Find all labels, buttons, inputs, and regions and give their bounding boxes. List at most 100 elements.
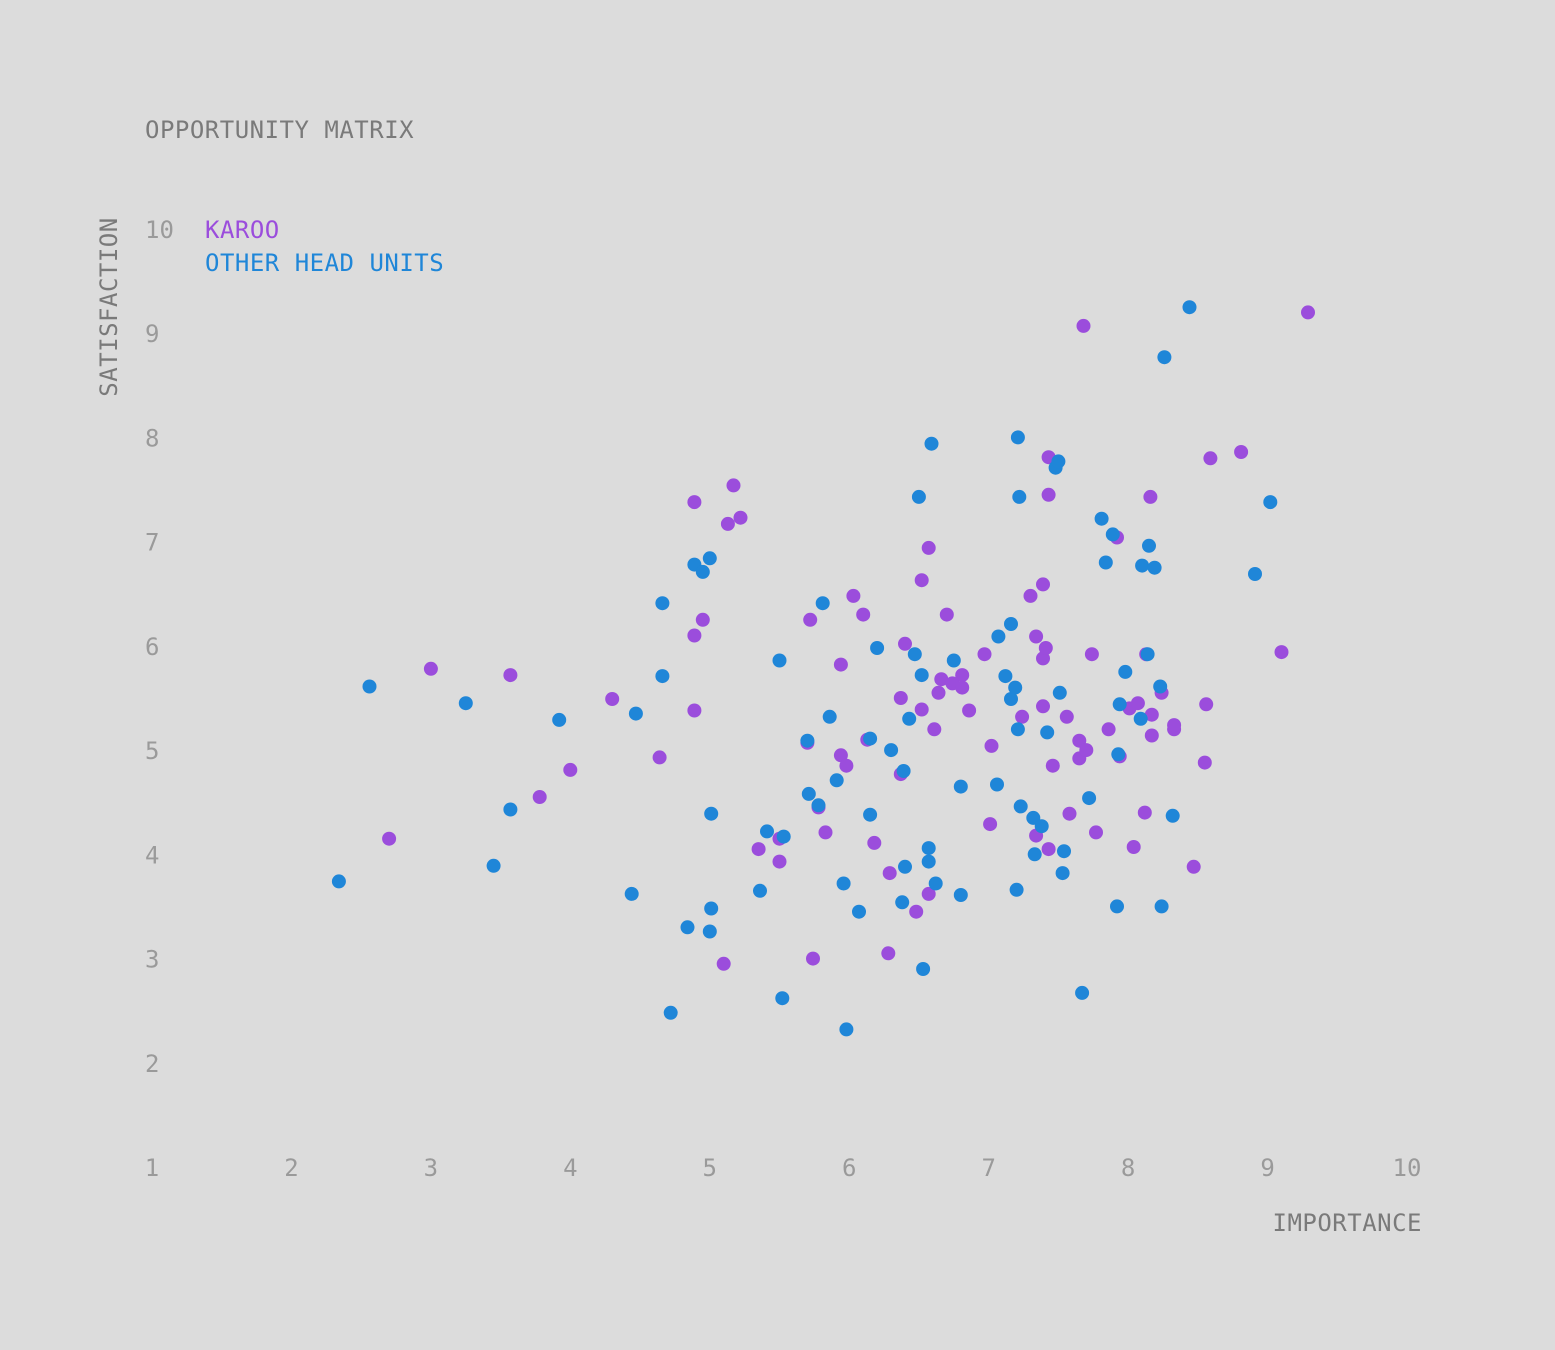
scatter-point bbox=[953, 779, 968, 794]
series-other-head-units bbox=[331, 300, 1278, 1037]
scatter-point bbox=[1057, 844, 1071, 859]
scatter-point bbox=[1182, 300, 1197, 315]
scatter-point bbox=[1301, 305, 1315, 320]
scatter-point bbox=[927, 722, 942, 737]
y-tick-label: 9 bbox=[145, 320, 159, 348]
scatter-point bbox=[921, 854, 936, 869]
scatter-point bbox=[503, 802, 518, 817]
scatter-point bbox=[870, 641, 885, 655]
scatter-point bbox=[907, 647, 922, 662]
scatter-point bbox=[1094, 511, 1109, 526]
scatter-point bbox=[863, 807, 878, 822]
x-tick-label: 1 bbox=[145, 1154, 159, 1182]
scatter-point bbox=[1034, 819, 1049, 834]
scatter-point bbox=[1248, 567, 1262, 581]
chart-title: OPPORTUNITY MATRIX bbox=[145, 116, 414, 144]
scatter-point bbox=[1186, 859, 1201, 874]
scatter-point bbox=[931, 685, 946, 700]
scatter-point bbox=[1055, 866, 1070, 881]
scatter-point bbox=[733, 510, 748, 525]
scatter-point bbox=[1144, 707, 1159, 722]
scatter-point bbox=[1126, 840, 1141, 854]
scatter-point bbox=[1038, 641, 1053, 655]
scatter-point bbox=[1010, 430, 1025, 445]
y-tick-label: 8 bbox=[145, 424, 159, 452]
scatter-point bbox=[839, 1022, 854, 1037]
scatter-point bbox=[921, 841, 936, 856]
scatter-point bbox=[955, 680, 970, 695]
scatter-point bbox=[687, 628, 702, 643]
scatter-point bbox=[914, 702, 929, 717]
scatter-point bbox=[1082, 791, 1097, 806]
legend-entry-other-head-units: OTHER HEAD UNITS bbox=[205, 249, 444, 277]
x-tick-label: 9 bbox=[1260, 1154, 1274, 1182]
x-axis-label: IMPORTANCE bbox=[1273, 1209, 1423, 1237]
scatter-point bbox=[1062, 806, 1077, 821]
scatter-point bbox=[962, 703, 977, 718]
scatter-point bbox=[1143, 489, 1158, 504]
scatter-point bbox=[1036, 699, 1050, 714]
x-axis-ticks: 1 2 3 4 5 6 7 8 9 10 bbox=[145, 1154, 1422, 1182]
scatter-point bbox=[772, 854, 787, 869]
scatter-point bbox=[362, 679, 377, 694]
scatter-point bbox=[1004, 692, 1018, 706]
scatter-point bbox=[776, 829, 791, 844]
scatter-point bbox=[953, 888, 968, 902]
scatter-point bbox=[775, 991, 790, 1006]
scatter-point bbox=[1008, 680, 1023, 695]
scatter-point bbox=[818, 825, 833, 840]
scatter-point bbox=[1059, 709, 1074, 724]
x-tick-label: 7 bbox=[981, 1154, 995, 1182]
scatter-point bbox=[680, 920, 695, 935]
scatter-point bbox=[836, 876, 851, 891]
scatter-point bbox=[801, 786, 816, 801]
scatter-point bbox=[1112, 697, 1127, 712]
scatter-point bbox=[1165, 808, 1180, 823]
scatter-point bbox=[822, 709, 837, 724]
scatter-point bbox=[924, 436, 939, 451]
y-tick-label: 5 bbox=[145, 737, 159, 765]
x-tick-label: 4 bbox=[563, 1154, 577, 1182]
scatter-point bbox=[720, 516, 735, 531]
scatter-point bbox=[946, 653, 961, 668]
scatter-point bbox=[902, 711, 917, 726]
scatter-point bbox=[702, 924, 717, 939]
x-tick-label: 2 bbox=[284, 1154, 298, 1182]
scatter-point bbox=[1167, 718, 1182, 733]
scatter-point bbox=[423, 661, 438, 676]
scatter-point bbox=[1089, 825, 1103, 840]
scatter-point bbox=[687, 495, 702, 510]
x-tick-label: 3 bbox=[424, 1154, 438, 1182]
legend-entry-karoo: KAROO bbox=[205, 216, 280, 244]
scatter-point bbox=[704, 806, 719, 821]
scatter-point bbox=[1040, 725, 1055, 740]
scatter-point bbox=[921, 886, 936, 901]
scatter-point bbox=[382, 831, 397, 846]
scatter-point bbox=[772, 653, 787, 668]
scatter-point bbox=[1010, 722, 1025, 737]
scatter-point bbox=[856, 607, 871, 622]
scatter-point bbox=[1013, 799, 1028, 814]
y-tick-label: 4 bbox=[145, 841, 159, 869]
y-tick-label: 6 bbox=[145, 633, 159, 661]
scatter-point bbox=[652, 750, 667, 765]
scatter-point bbox=[833, 748, 848, 763]
scatter-point bbox=[1052, 685, 1067, 700]
scatter-point bbox=[1144, 728, 1159, 743]
scatter-point bbox=[1041, 487, 1056, 502]
scatter-point bbox=[1076, 318, 1091, 333]
scatter-point bbox=[914, 573, 929, 588]
scatter-point bbox=[800, 733, 815, 748]
scatter-point bbox=[753, 883, 767, 898]
scatter-point bbox=[1234, 445, 1249, 459]
scatter-point bbox=[1079, 743, 1094, 758]
scatter-point bbox=[895, 895, 910, 910]
scatter-point bbox=[1015, 709, 1030, 724]
y-tick-label: 3 bbox=[145, 946, 159, 974]
scatter-point bbox=[1274, 645, 1289, 660]
scatter-point bbox=[803, 612, 818, 627]
scatter-point bbox=[532, 790, 547, 804]
scatter-point bbox=[882, 866, 897, 881]
scatter-point bbox=[909, 904, 924, 919]
